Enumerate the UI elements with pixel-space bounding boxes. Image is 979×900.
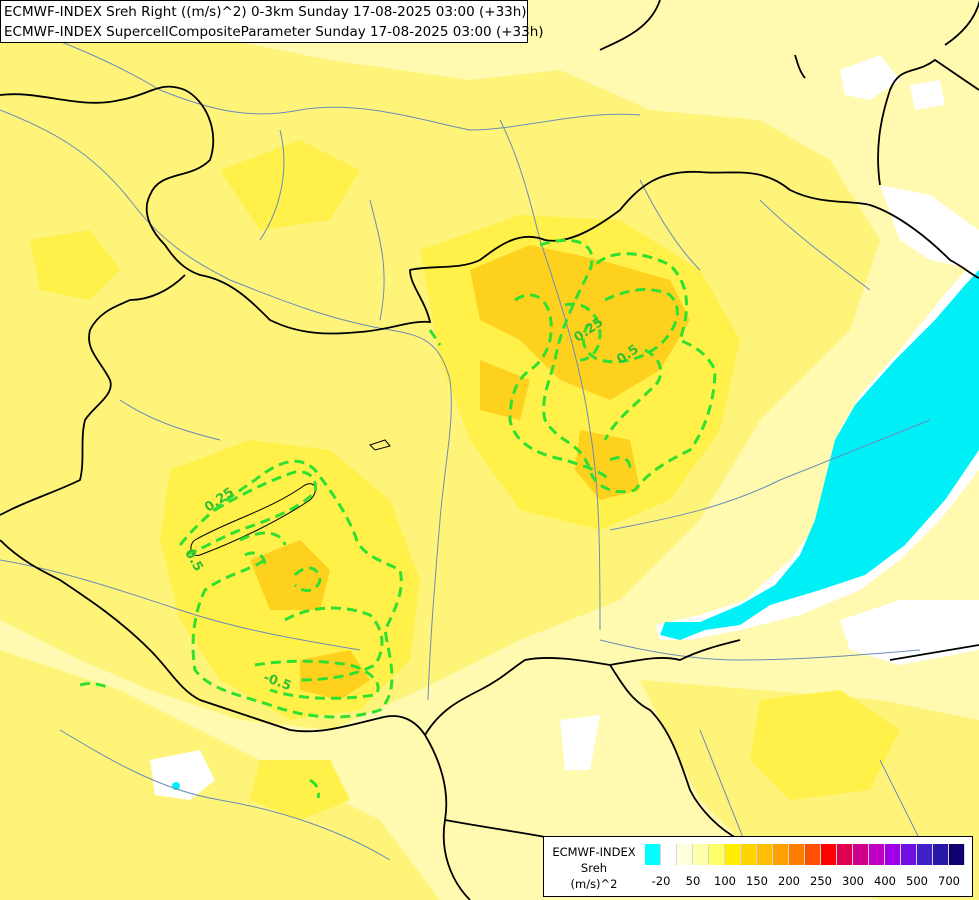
legend-swatch-0 [645,844,661,865]
legend-tick-label: 200 [778,874,800,888]
legend-swatch-17 [917,844,933,865]
title-line-2: ECMWF-INDEX SupercellCompositeParameter … [4,24,544,40]
legend-tick-label: -20 [651,874,671,888]
color-legend: ECMWF-INDEX Sreh (m/s)^2 -20 50 100 150 200 2… [543,836,973,897]
legend-swatch-16 [901,844,917,865]
legend-swatch-19 [949,844,965,865]
legend-tick-label: 700 [938,874,960,888]
legend-tick-label: 150 [746,874,768,888]
legend-swatch-2 [677,844,693,865]
legend-tick-label: 100 [714,874,736,888]
legend-swatch-8 [773,844,789,865]
legend-swatch-18 [933,844,949,865]
map-title-box: ECMWF-INDEX Sreh Right ((m/s)^2) 0-3km S… [0,0,544,43]
legend-title-line-1: ECMWF-INDEX [552,845,636,859]
legend-swatch-14 [869,844,885,865]
legend-swatch-5 [725,844,741,865]
legend-swatch-1 [661,844,677,865]
scp-contours [79,238,717,799]
legend-swatch-13 [853,844,869,865]
legend-swatches [645,844,965,865]
legend-swatch-6 [741,844,757,865]
shear-field-core [250,245,690,700]
legend-title-line-3: (m/s)^2 [570,877,618,891]
legend-swatch-9 [789,844,805,865]
legend-ticks: -20 50 100 150 200 250 300 400 500 700 [645,874,970,890]
legend-swatch-7 [757,844,773,865]
legend-tick-label: 50 [685,874,701,888]
legend-swatch-3 [693,844,709,865]
title-line-1: ECMWF-INDEX Sreh Right ((m/s)^2) 0-3km S… [4,4,527,20]
legend-tick-label: 300 [842,874,864,888]
legend-swatch-12 [837,844,853,865]
rivers [0,19,941,881]
legend-tick-label: 500 [906,874,928,888]
legend-tick-label: 400 [874,874,896,888]
lakes [190,439,391,556]
legend-swatch-11 [821,844,837,865]
legend-swatch-10 [805,844,821,865]
legend-swatch-4 [709,844,725,865]
legend-tick-label: 250 [810,874,832,888]
legend-title-line-2: Sreh [580,861,608,875]
shear-field-low [150,55,979,800]
legend-swatch-15 [885,844,901,865]
